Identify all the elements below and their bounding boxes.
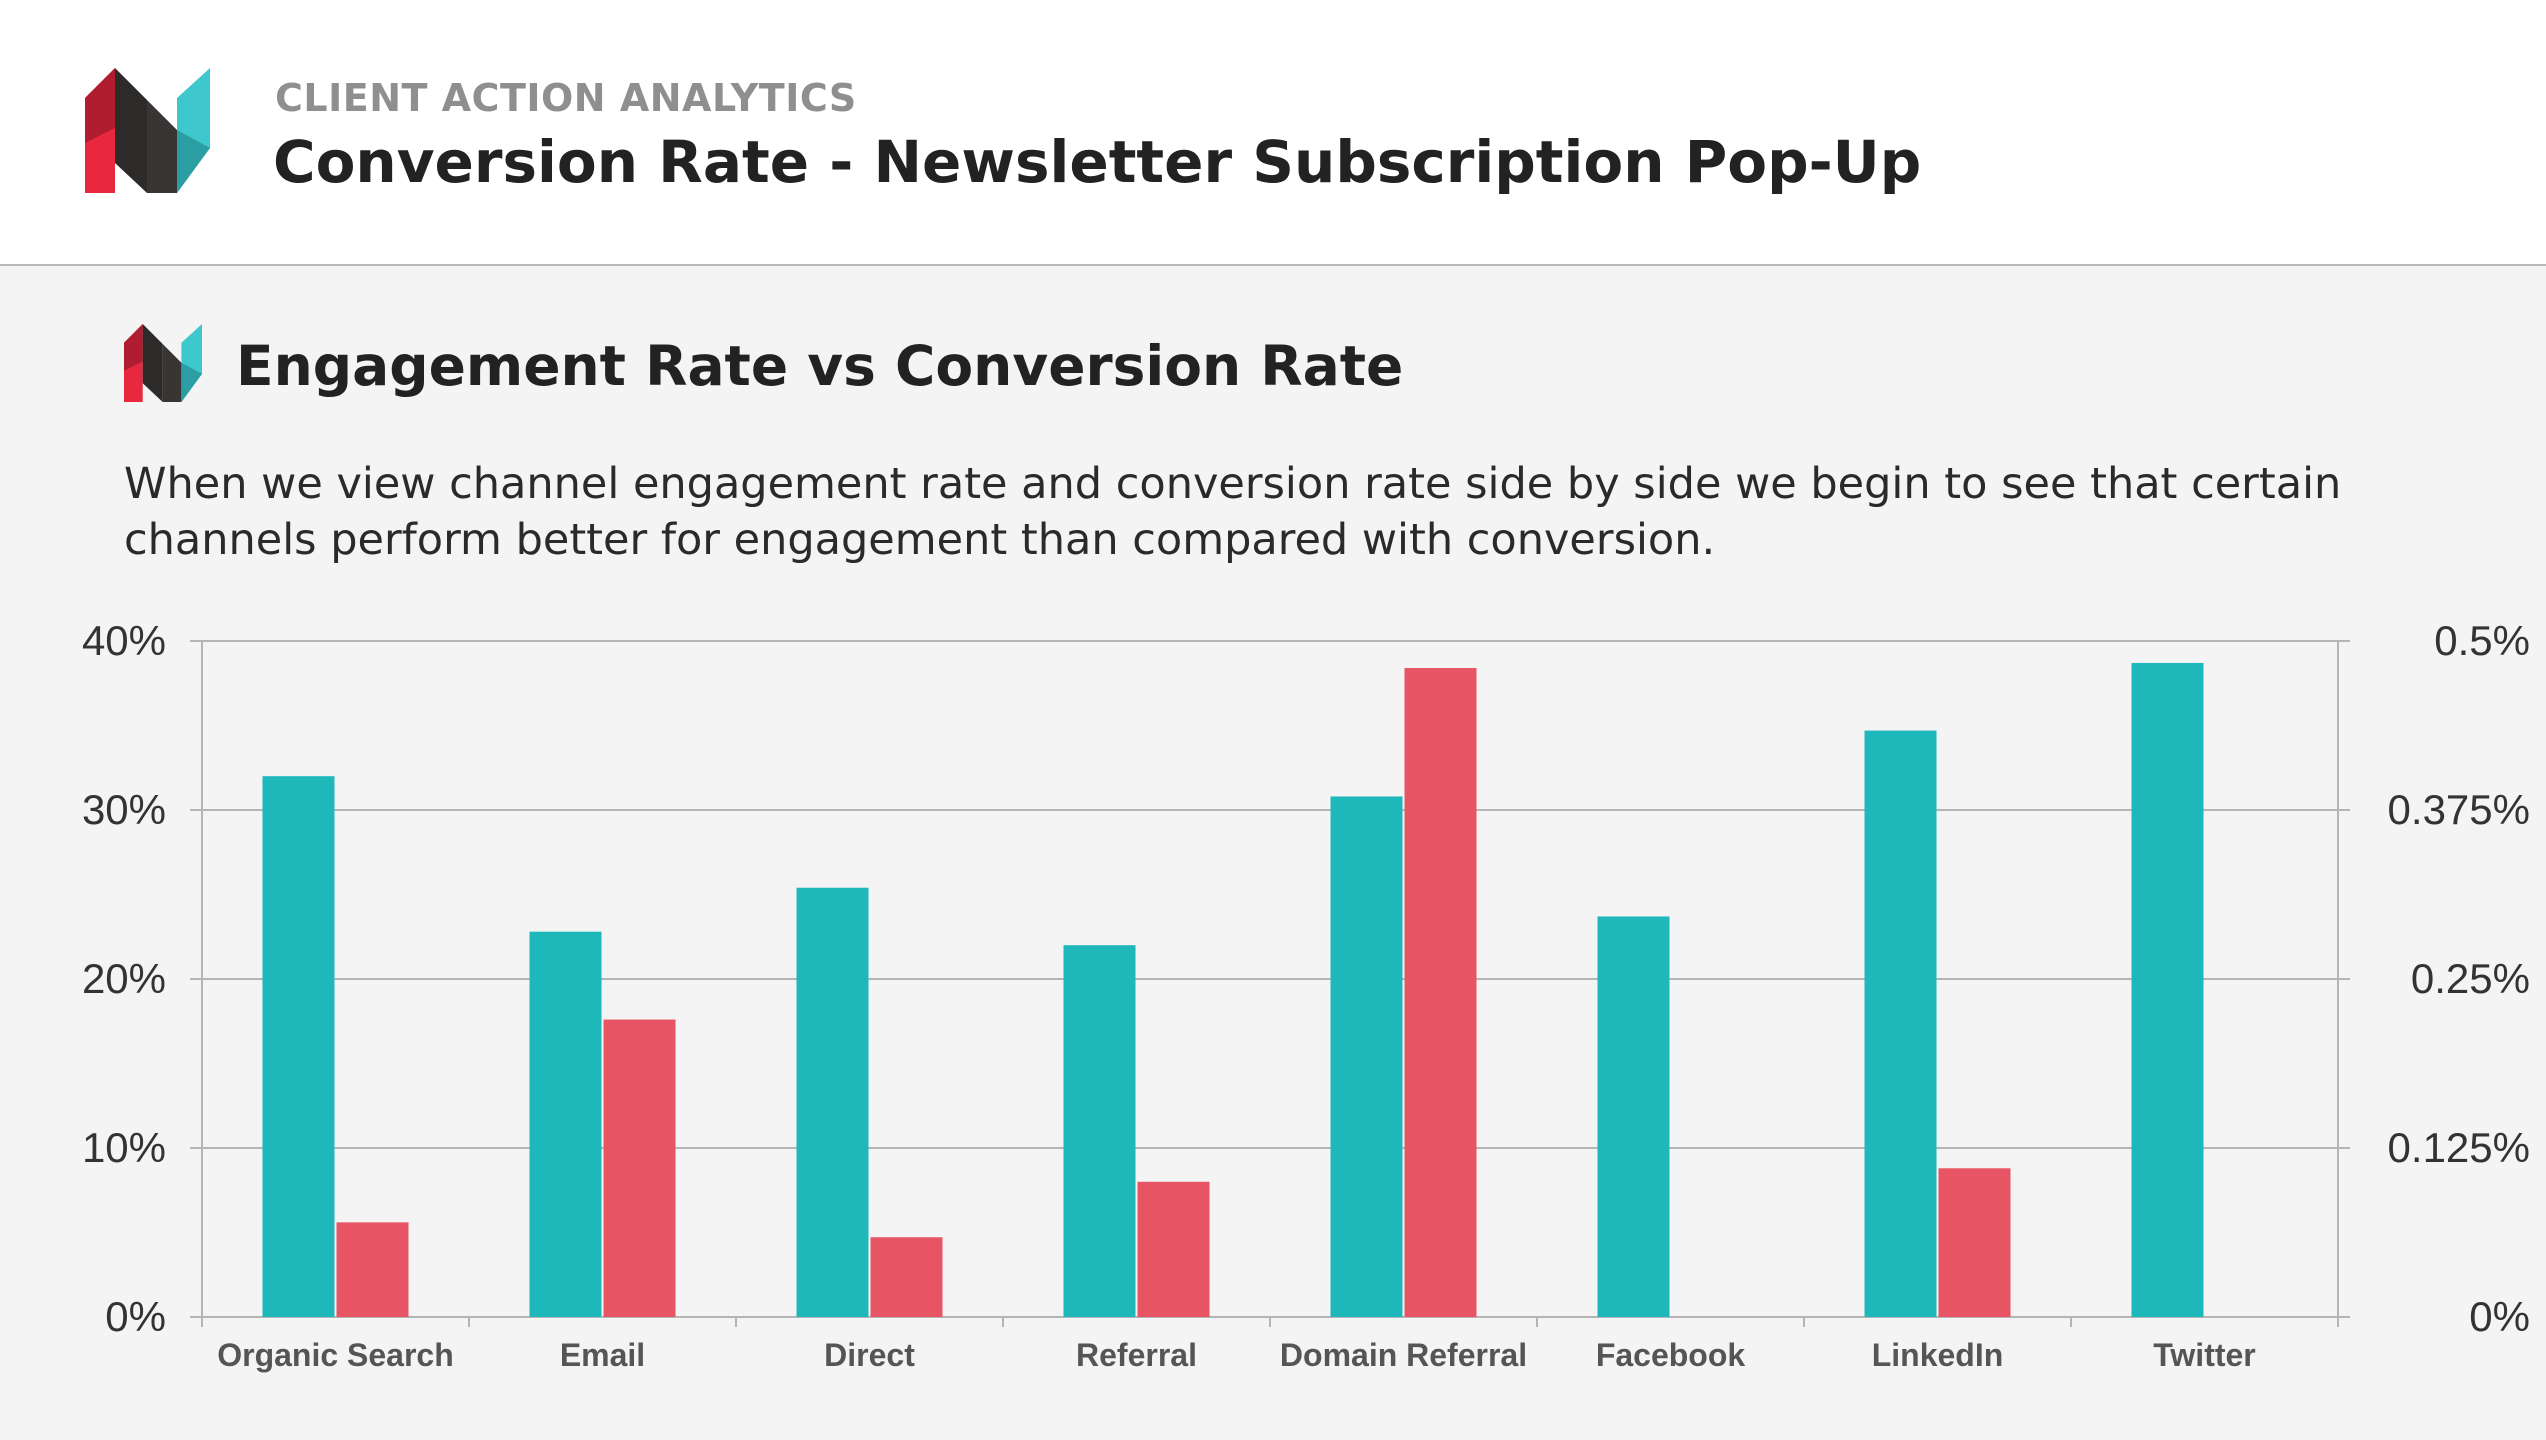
y-right-tick-label: 0.375% [2388, 786, 2530, 833]
engagement-bar [262, 776, 335, 1317]
section-logo-icon [124, 324, 202, 402]
y-left-tick-label: 20% [82, 955, 166, 1002]
y-right-tick-label: 0.5% [2434, 617, 2530, 664]
x-category-label: Referral [1076, 1337, 1197, 1373]
y-right-tick-label: 0.125% [2388, 1124, 2530, 1171]
x-category-label: Organic Search [217, 1337, 454, 1373]
page-title: Conversion Rate - Newsletter Subscriptio… [273, 128, 1922, 196]
conversion-bar [336, 1222, 409, 1317]
section-description: When we view channel engagement rate and… [124, 459, 2342, 565]
engagement-bar [796, 887, 869, 1317]
engagement-bar [1597, 916, 1670, 1317]
x-category-label: LinkedIn [1872, 1337, 2004, 1373]
y-left-tick-label: 40% [82, 617, 166, 664]
y-right-tick-label: 0% [2469, 1293, 2530, 1340]
engagement-bar [2131, 662, 2204, 1317]
header-bar: CLIENT ACTION ANALYTICS Conversion Rate … [0, 0, 2546, 266]
x-category-label: Twitter [2153, 1337, 2256, 1373]
page-kicker: CLIENT ACTION ANALYTICS [275, 76, 857, 120]
engagement-bar [1330, 796, 1403, 1317]
conversion-bar [870, 1237, 943, 1317]
y-left-tick-label: 30% [82, 786, 166, 833]
x-category-label: Domain Referral [1280, 1337, 1527, 1373]
x-category-label: Direct [824, 1337, 915, 1373]
engagement-bar [1063, 945, 1136, 1317]
engagement-bar [529, 931, 602, 1317]
conversion-bar [1404, 668, 1477, 1317]
conversion-bar [1137, 1181, 1210, 1317]
y-left-tick-label: 10% [82, 1124, 166, 1171]
conversion-bar [1938, 1168, 2011, 1317]
brand-logo-icon [85, 68, 210, 193]
x-category-label: Email [560, 1337, 645, 1373]
x-category-label: Facebook [1596, 1337, 1746, 1373]
y-left-tick-label: 0% [105, 1293, 166, 1340]
section-title: Engagement Rate vs Conversion Rate [236, 334, 1404, 398]
engagement-bar [1864, 730, 1937, 1317]
y-right-tick-label: 0.25% [2411, 955, 2530, 1002]
conversion-bar [603, 1019, 676, 1317]
